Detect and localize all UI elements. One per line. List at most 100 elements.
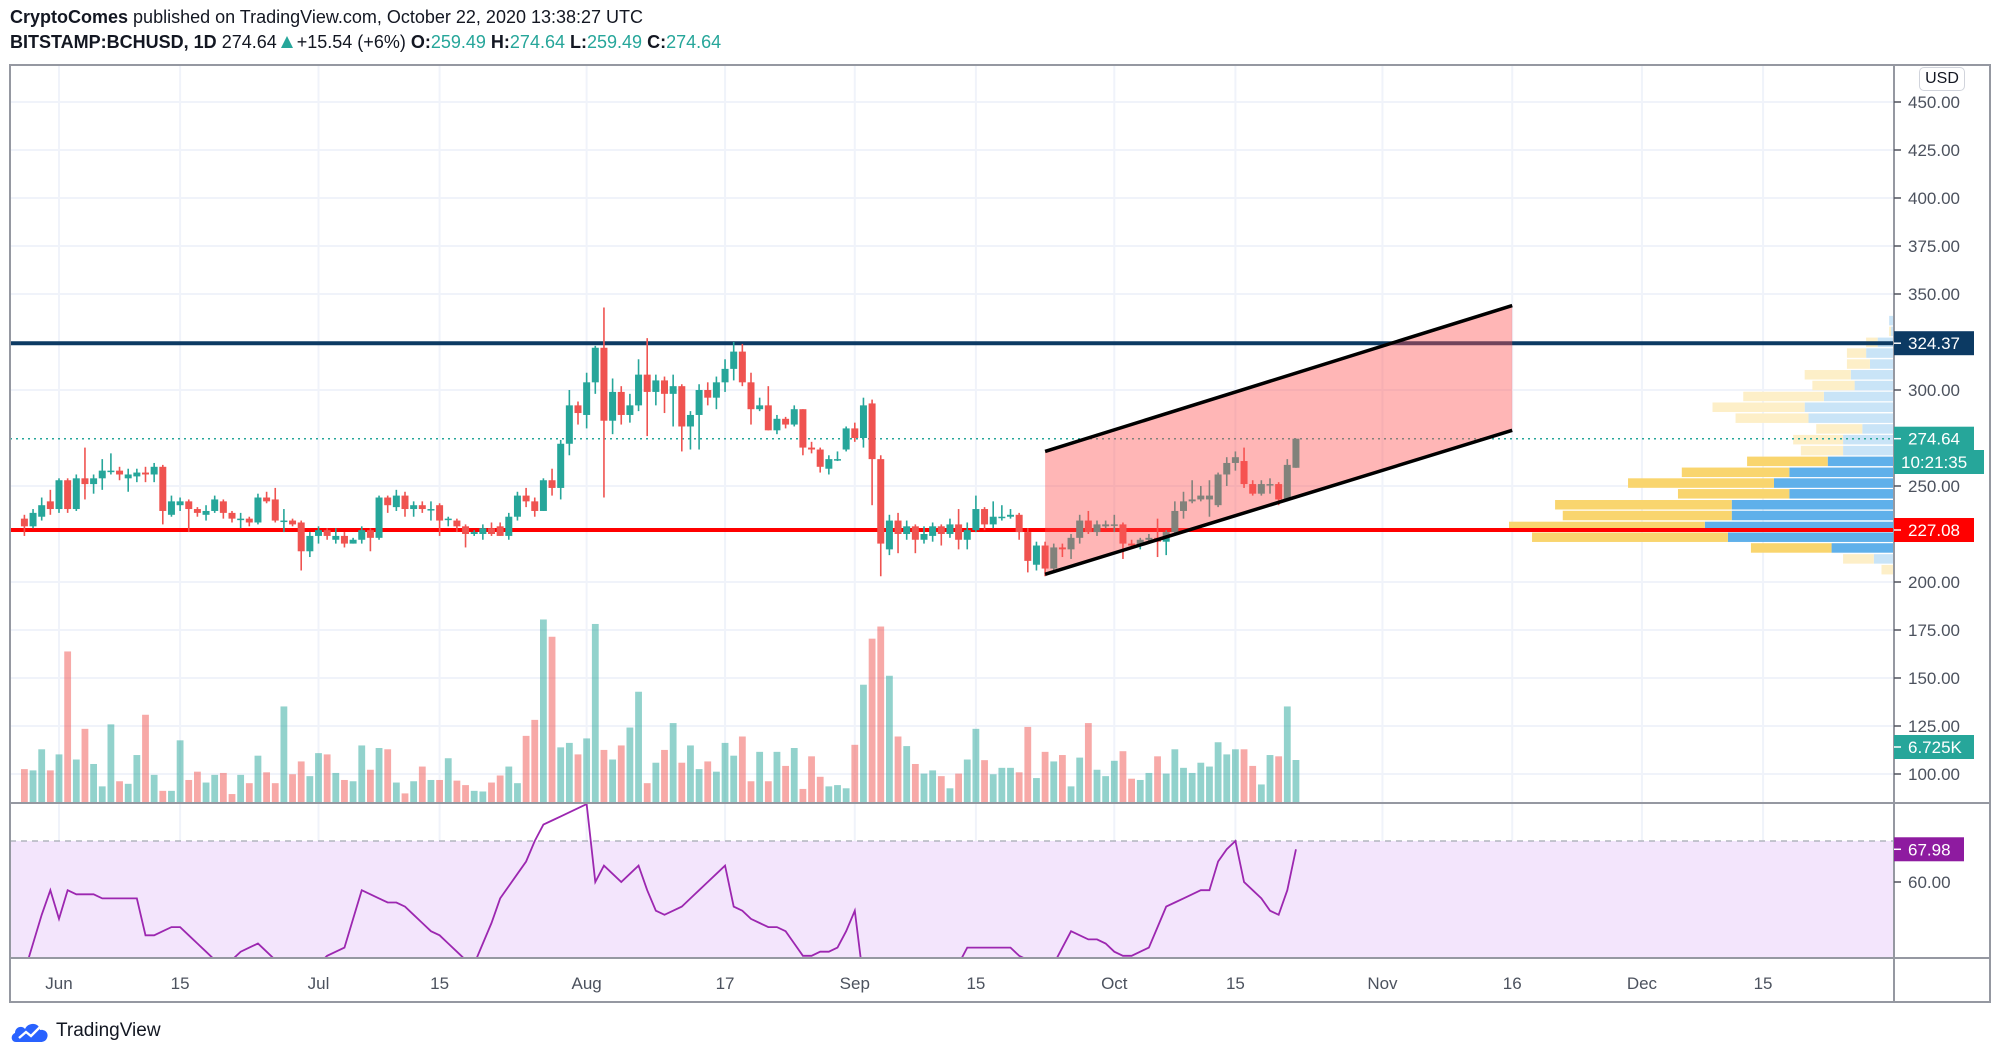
candle — [81, 447, 89, 500]
candle-body — [20, 518, 28, 527]
candle — [392, 489, 400, 511]
candle-body — [531, 501, 539, 511]
volume-bar — [972, 728, 980, 803]
time-tick-label: 15 — [1754, 974, 1773, 993]
candle-body — [1197, 495, 1205, 500]
support-price-tag-box — [1894, 518, 1974, 543]
volume-bar — [652, 762, 660, 803]
volume-bar — [375, 748, 383, 803]
candle — [1240, 447, 1248, 488]
rsi-tick-label: 60.00 — [1908, 873, 1951, 892]
symbol-name[interactable]: BITSTAMP:BCHUSD, 1D — [10, 32, 217, 52]
volume-bar — [81, 728, 89, 803]
volume-bar — [799, 788, 807, 803]
last-price-tag-text: 274.64 — [1908, 430, 1960, 449]
candle — [1067, 534, 1075, 559]
volume-profile-down-bar — [1800, 445, 1844, 456]
candle-body — [686, 414, 694, 427]
candle — [38, 497, 46, 521]
volume-bar — [384, 749, 392, 803]
price-axis[interactable]: 450.00 425.00 400.00 375.00 350.00 300.00 250.… — [1894, 93, 1960, 892]
candle-body — [643, 374, 651, 392]
volume-bar — [462, 785, 469, 803]
price-tick-label: 175.00 — [1908, 621, 1960, 640]
volume-bar — [721, 742, 729, 803]
candle-body — [1231, 457, 1239, 463]
candle — [366, 528, 374, 552]
symbol-legend: BITSTAMP:BCHUSD, 1D 274.64 +15.54 (+6%) O… — [10, 32, 721, 53]
candle-body — [730, 351, 738, 369]
price-tick-label: 425.00 — [1908, 141, 1960, 160]
volume-bar — [410, 781, 418, 803]
candle — [669, 374, 677, 427]
candle-body — [946, 524, 954, 534]
candle — [557, 439, 565, 500]
tradingview-logo[interactable]: TradingView — [10, 1018, 161, 1044]
up-triangle-icon — [280, 36, 293, 48]
low-value: 259.49 — [587, 32, 643, 52]
volume-tag: 6.725K — [1894, 735, 1974, 759]
candle — [90, 474, 98, 494]
candle — [1257, 480, 1265, 496]
candle — [349, 537, 357, 544]
last-price: 274.64 — [221, 32, 277, 52]
volume-bar — [219, 772, 227, 803]
candle — [1076, 514, 1084, 544]
volume-bar — [228, 794, 236, 803]
candle-body — [981, 509, 989, 525]
candle — [64, 478, 72, 513]
volume-bar — [237, 774, 245, 803]
volume-bar — [730, 755, 738, 803]
volume-bar — [946, 788, 954, 803]
volume-bar — [1024, 726, 1032, 803]
candle-body — [1024, 532, 1032, 561]
author-name[interactable]: CryptoComes — [10, 7, 129, 27]
open-label: O: — [410, 32, 431, 52]
candle — [228, 510, 236, 523]
candle — [1223, 457, 1231, 486]
candle — [462, 524, 470, 548]
volume-bar — [1188, 772, 1196, 803]
time-axis[interactable]: Jun 15 Jul 15 Aug 17 Sep 15 Oct 15 Nov 16 Dec 15 — [45, 974, 1772, 993]
last-price-tag: 274.64 — [1894, 426, 1974, 451]
candle — [55, 478, 63, 513]
tradingview-cloud-icon — [11, 1023, 48, 1042]
volume-tag-box — [1894, 735, 1974, 759]
candle-body — [306, 535, 314, 552]
volume-bar — [306, 776, 314, 803]
candle — [1032, 541, 1040, 571]
candle — [1041, 541, 1049, 577]
candle-body — [920, 534, 928, 540]
candle-body — [1223, 462, 1231, 475]
candle-body — [167, 501, 175, 515]
volume-profile-down-bar — [1747, 456, 1828, 467]
candle — [583, 372, 591, 429]
candle-body — [868, 403, 876, 460]
candle — [263, 491, 271, 504]
rsi-pane[interactable] — [10, 804, 1894, 993]
currency-button[interactable]: USD — [1919, 67, 1965, 91]
volume-bar — [981, 760, 988, 803]
volume-profile-up-bar — [1873, 554, 1893, 564]
candle-body — [998, 516, 1006, 519]
candle-body — [652, 380, 660, 392]
candle-body — [219, 501, 227, 513]
candle-body — [756, 405, 764, 410]
candle-body — [263, 497, 271, 502]
candle — [531, 497, 539, 517]
volume-profile-up-bar — [1789, 489, 1893, 499]
candle — [1214, 472, 1222, 508]
price-pane[interactable] — [10, 303, 1894, 803]
volume-bar — [46, 770, 54, 803]
candle-body — [479, 528, 487, 534]
candle — [211, 495, 219, 513]
volume-profile-down-bar — [1532, 532, 1728, 542]
volume-bar — [1041, 751, 1049, 803]
volume-profile-up-bar — [1731, 500, 1893, 510]
volume-bar — [643, 783, 651, 803]
candle-body — [237, 518, 245, 521]
volume-bar — [245, 783, 253, 803]
volume-profile-up-bar — [1789, 467, 1893, 478]
volume-bar — [920, 773, 928, 803]
